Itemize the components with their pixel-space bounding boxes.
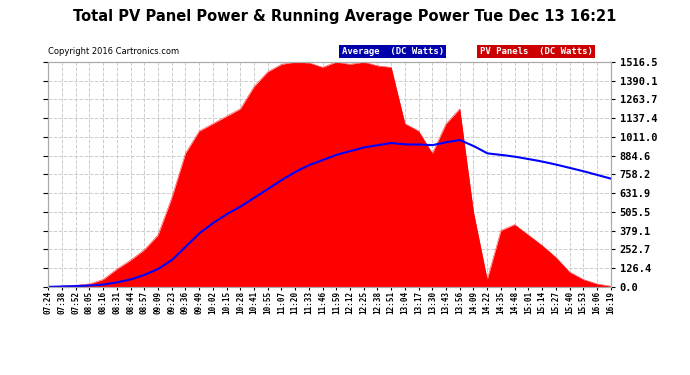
Text: Average  (DC Watts): Average (DC Watts) [342,47,444,56]
Text: Total PV Panel Power & Running Average Power Tue Dec 13 16:21: Total PV Panel Power & Running Average P… [73,9,617,24]
Text: Copyright 2016 Cartronics.com: Copyright 2016 Cartronics.com [48,47,179,56]
Text: PV Panels  (DC Watts): PV Panels (DC Watts) [480,47,593,56]
